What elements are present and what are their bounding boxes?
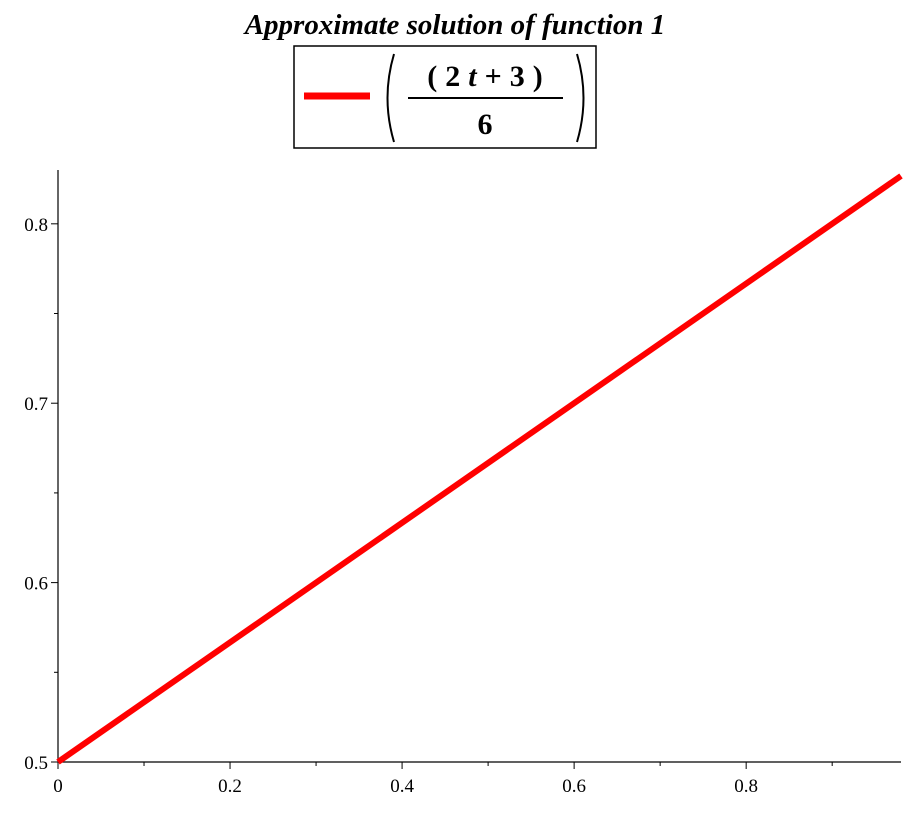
legend-box	[293, 45, 597, 149]
plot-area	[56, 173, 903, 765]
legend-num-2: 3	[510, 60, 525, 93]
ticks: 0 0.2 0.4 0.6 0.8 0.5 0.6 0.7 0.8	[24, 215, 833, 797]
legend-num-1: 2	[445, 60, 460, 93]
legend-variable: t	[468, 60, 478, 93]
series-line	[56, 173, 903, 765]
legend-numerator: (2 t +3)	[427, 60, 542, 93]
x-tick-label: 0	[53, 776, 63, 797]
legend-denominator: 6	[478, 108, 493, 141]
legend: (2 t +3) 6	[293, 45, 597, 149]
x-tick-label: 0.4	[390, 776, 414, 797]
y-tick-label: 0.5	[24, 753, 48, 774]
legend-left-bracket	[386, 53, 395, 143]
legend-operator: +	[485, 60, 502, 93]
legend-right-bracket	[576, 53, 585, 143]
y-tick-label: 0.7	[24, 394, 48, 415]
legend-open-paren: (	[427, 60, 437, 93]
x-tick-label: 0.8	[734, 776, 758, 797]
x-tick-label: 0.6	[562, 776, 586, 797]
chart-title: Approximate solution of function 1	[243, 9, 666, 41]
x-tick-label: 0.2	[218, 776, 242, 797]
y-tick-label: 0.6	[24, 574, 48, 595]
legend-close-paren: )	[533, 60, 543, 93]
y-tick-label: 0.8	[24, 215, 48, 236]
